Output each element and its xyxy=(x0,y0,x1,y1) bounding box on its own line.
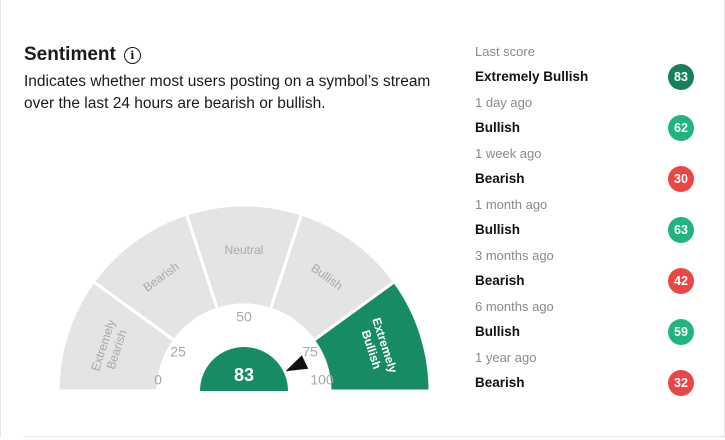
divider xyxy=(23,436,724,437)
gauge-segment xyxy=(268,212,397,343)
gauge-segment-label: ExtremelyBullish xyxy=(356,316,400,380)
gauge-score-badge xyxy=(200,347,288,391)
history-score-badge: 32 xyxy=(668,370,694,396)
history-timeframe: 6 months ago xyxy=(475,299,554,314)
history-score-badge: 63 xyxy=(668,217,694,243)
history-timeframe: 3 months ago xyxy=(475,248,554,263)
gauge-tick-label: 75 xyxy=(302,344,318,360)
history-item: 1 week ago Bearish 30 xyxy=(475,144,697,195)
history-sentiment-label: Bullish xyxy=(475,324,521,339)
history-sentiment-label: Bearish xyxy=(475,273,525,288)
gauge-tick-label: 0 xyxy=(154,372,162,388)
gauge-segment xyxy=(56,279,177,393)
gauge-segment-label: Bearish xyxy=(141,259,182,294)
gauge-segment-label: Neutral xyxy=(225,243,264,257)
history-score-badge: 30 xyxy=(668,166,694,192)
history-timeframe: Last score xyxy=(475,44,535,59)
history-score-badge: 83 xyxy=(668,64,694,90)
sentiment-history: Last score Extremely Bullish 83 1 day ago Bu… xyxy=(475,42,697,399)
history-sentiment-label: Bullish xyxy=(475,120,521,135)
history-item: 6 months ago Bullish 59 xyxy=(475,297,697,348)
gauge-segment xyxy=(184,203,304,312)
history-item: 3 months ago Bearish 42 xyxy=(475,246,697,297)
history-timeframe: 1 month ago xyxy=(475,197,548,212)
gauge-score-value: 83 xyxy=(234,365,254,385)
history-item: Last score Extremely Bullish 83 xyxy=(475,42,697,93)
history-sentiment-label: Bearish xyxy=(475,171,525,186)
history-item: 1 day ago Bullish 62 xyxy=(475,93,697,144)
history-score-badge: 42 xyxy=(668,268,694,294)
history-timeframe: 1 day ago xyxy=(475,95,533,110)
gauge-segment xyxy=(91,212,220,343)
history-item: 1 year ago Bearish 32 xyxy=(475,348,697,399)
history-sentiment-label: Bearish xyxy=(475,375,525,390)
gauge-segment-label: ExtremelyBearish xyxy=(89,318,132,377)
info-icon[interactable]: i xyxy=(123,46,141,64)
sentiment-description: Indicates whether most users posting on … xyxy=(24,73,431,112)
title-row: Sentiment i xyxy=(24,44,141,66)
gauge-segment-label: Bullish xyxy=(308,261,345,293)
history-sentiment-label: Extremely Bullish xyxy=(475,69,589,84)
history-item: 1 month ago Bullish 63 xyxy=(475,195,697,246)
history-score-badge: 59 xyxy=(668,319,694,345)
gauge-tick-label: 25 xyxy=(170,344,186,360)
history-timeframe: 1 year ago xyxy=(475,350,537,365)
history-sentiment-label: Bullish xyxy=(475,222,521,237)
gauge-tick-label: 50 xyxy=(236,309,252,325)
history-timeframe: 1 week ago xyxy=(475,146,542,161)
gauge-segment xyxy=(311,279,432,393)
history-score-badge: 62 xyxy=(668,115,694,141)
gauge-needle xyxy=(285,355,309,372)
gauge-tick-label: 100 xyxy=(310,372,334,388)
sentiment-title: Sentiment xyxy=(24,44,116,65)
